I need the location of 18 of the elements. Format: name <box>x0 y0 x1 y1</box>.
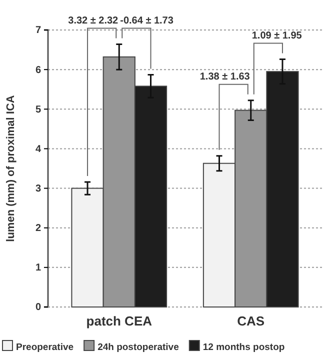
y-tick-label: 6 <box>35 64 42 76</box>
y-tick-label: 0 <box>35 302 42 314</box>
text: 3.32 ± 2.32 <box>68 15 119 26</box>
legend-label: Preoperative <box>16 342 74 353</box>
y-axis-title: lumen (mm) of proximal ICA <box>5 95 17 242</box>
y-tick-label: 7 <box>35 25 42 36</box>
legend-label: 24h postoperative <box>98 342 179 353</box>
y-tick-label: 1 <box>35 262 42 274</box>
y-tick-label: 2 <box>35 223 42 234</box>
legend-label: 12 months postop <box>202 342 285 353</box>
y-tick-label: 4 <box>35 144 42 155</box>
x-tick-label: CAS <box>237 314 265 329</box>
x-tick-label: patch CEA <box>86 314 153 329</box>
text: -0.64 ± 1.73 <box>120 15 174 26</box>
annotation: 1.09 ± 1.95 <box>252 30 302 42</box>
y-tick-label: 5 <box>35 104 42 116</box>
y-tick-label: 3 <box>35 183 42 194</box>
annotation: 1.38 ± 1.63 <box>200 71 250 82</box>
